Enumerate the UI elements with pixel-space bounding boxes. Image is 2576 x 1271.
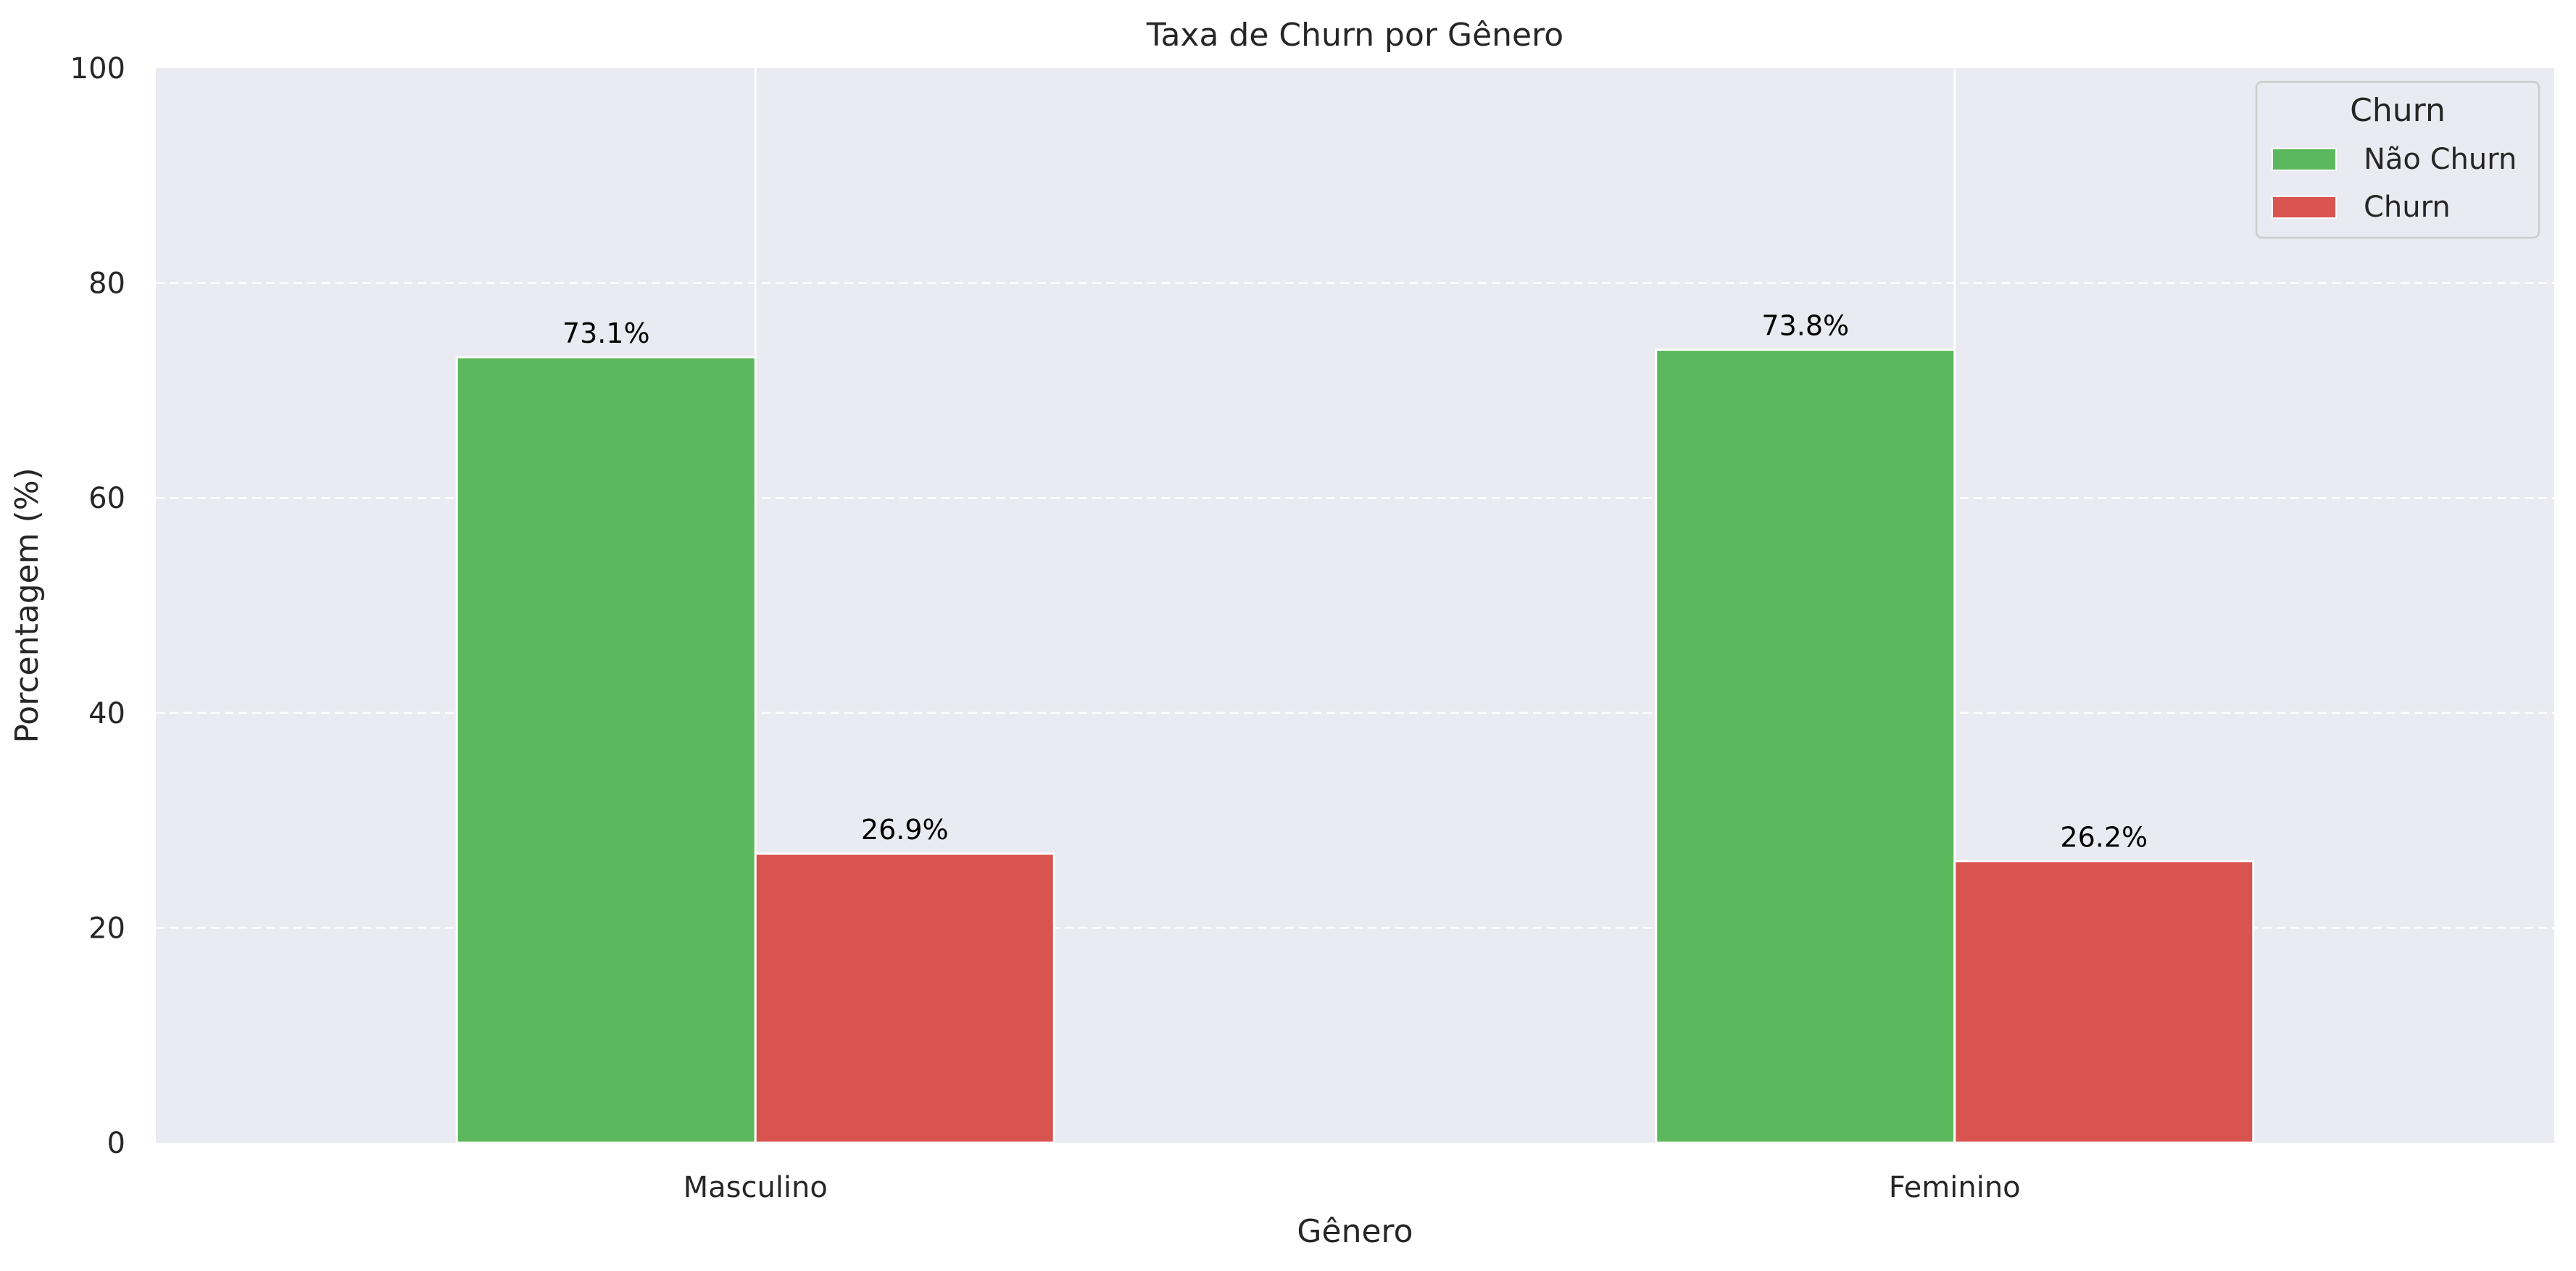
y-axis-ticks: 0 20 40 60 80 100 xyxy=(70,52,125,1160)
y-tick-label: 0 xyxy=(107,1127,125,1160)
legend: Churn Não Churn Churn xyxy=(2255,80,2540,239)
legend-item-label: Churn xyxy=(2364,191,2451,224)
legend-item-label: Não Churn xyxy=(2364,143,2517,176)
bar xyxy=(754,852,1055,1144)
bar-value-label: 26.9% xyxy=(861,814,949,846)
legend-swatch xyxy=(2272,148,2337,171)
x-tick-label: Masculino xyxy=(684,1171,828,1204)
x-axis-label: Gênero xyxy=(1297,1213,1413,1250)
y-tick-label: 40 xyxy=(88,697,125,730)
y-tick-label: 100 xyxy=(70,52,125,86)
chart-title: Taxa de Churn por Gênero xyxy=(1146,17,1563,54)
bar xyxy=(1953,859,2255,1144)
bar xyxy=(455,356,757,1144)
legend-title: Churn xyxy=(2350,92,2446,129)
legend-swatch xyxy=(2272,196,2337,219)
y-tick-label: 20 xyxy=(88,912,125,945)
y-tick-label: 60 xyxy=(88,482,125,515)
y-tick-label: 80 xyxy=(88,267,125,301)
bar-value-label: 73.1% xyxy=(562,317,650,349)
legend-items: Não Churn Churn xyxy=(2272,143,2517,224)
bar-value-label: 26.2% xyxy=(2060,821,2148,853)
x-tick-label: Feminino xyxy=(1889,1171,2021,1204)
y-axis-label: Porcentagem (%) xyxy=(9,467,46,743)
data-labels: 73.1% 73.8% 26.9% 26.2% xyxy=(562,310,2148,854)
bar-value-label: 73.8% xyxy=(1761,310,1849,342)
bars xyxy=(455,349,2255,1144)
bar xyxy=(1655,349,1956,1144)
x-axis-ticks: Masculino Feminino xyxy=(684,1171,2021,1204)
